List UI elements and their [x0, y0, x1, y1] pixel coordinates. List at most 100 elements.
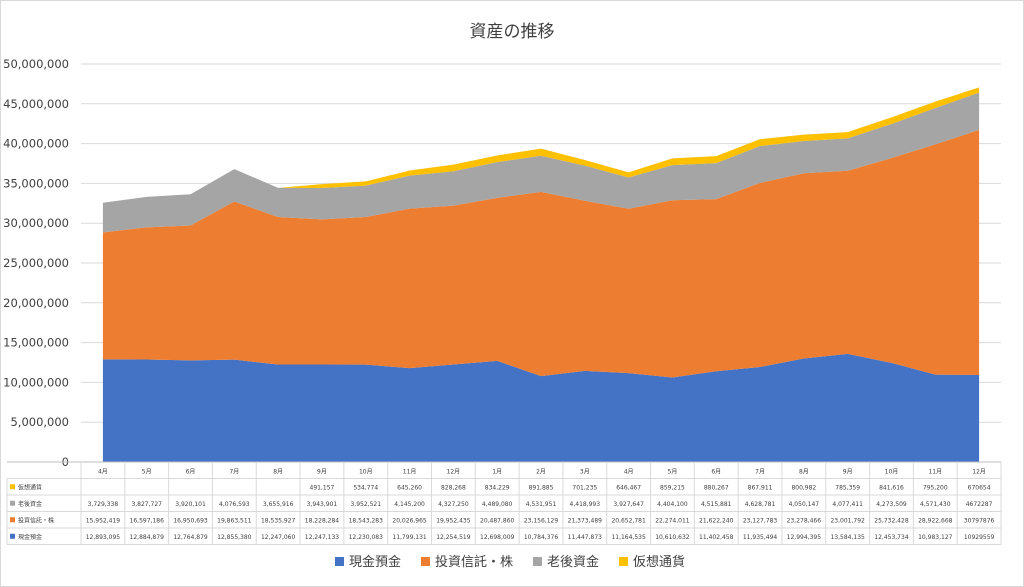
y-axis: 05,000,00010,000,00015,000,00020,000,000… — [3, 57, 69, 469]
data-label: 12,855,380 — [217, 534, 252, 541]
x-tick-label: 12月 — [972, 468, 986, 475]
legend-key — [421, 557, 430, 566]
data-label: 646,467 — [616, 484, 641, 491]
table-series-name: 投資信託・株 — [18, 516, 54, 524]
data-label: 3,827,727 — [131, 501, 162, 508]
legend-key — [335, 557, 344, 566]
area-series — [102, 87, 980, 462]
x-tick-label: 9月 — [317, 468, 327, 475]
data-label: 4672287 — [966, 501, 993, 508]
data-label: 645,260 — [397, 484, 422, 491]
chart-title: 資産の推移 — [470, 22, 555, 42]
data-label: 4,571,430 — [920, 501, 951, 508]
data-label: 4,489,080 — [482, 501, 513, 508]
data-label: 25,732,428 — [874, 517, 909, 524]
data-label: 4,076,593 — [219, 501, 250, 508]
data-label: 4,273,509 — [876, 501, 907, 508]
x-tick-label: 5月 — [668, 468, 678, 475]
data-label: 3,943,901 — [307, 501, 338, 508]
data-label: 4,418,993 — [570, 501, 601, 508]
data-label: 4,050,147 — [789, 501, 820, 508]
x-tick-label: 11月 — [403, 468, 417, 475]
x-tick-label: 5月 — [142, 468, 152, 475]
table-legend-key — [10, 517, 15, 523]
y-tick-label: 20,000,000 — [3, 296, 69, 310]
data-label: 21,373,489 — [568, 517, 603, 524]
x-tick-label: 2月 — [536, 468, 546, 475]
data-label: 785,359 — [835, 484, 860, 491]
x-tick-label: 7月 — [755, 468, 765, 475]
data-label: 11,164,535 — [611, 534, 646, 541]
x-tick-label: 4月 — [624, 468, 634, 475]
data-label: 19,863,511 — [217, 517, 252, 524]
legend-entry: 現金預金 — [349, 554, 401, 570]
x-tick-label: 10月 — [359, 468, 373, 475]
data-label: 3,729,338 — [88, 501, 119, 508]
data-label: 12,764,879 — [173, 534, 208, 541]
data-label: 12,698,009 — [480, 534, 515, 541]
x-tick-label: 1月 — [492, 468, 502, 475]
data-label: 867,911 — [748, 484, 773, 491]
data-label: 11,402,458 — [699, 534, 734, 541]
data-table: 4月 5月 6月 7月 8月 9月 10月 11月 12月 1月 2月 3月 4月 5月 6月 7月 8月 9月 1… — [6, 461, 1002, 545]
data-label: 701,235 — [572, 484, 597, 491]
data-label: 3,952,521 — [350, 501, 381, 508]
data-label: 15,952,419 — [86, 517, 121, 524]
data-label: 4,404,100 — [657, 501, 688, 508]
x-tick-label: 6月 — [186, 468, 196, 475]
data-label: 10,610,632 — [655, 534, 690, 541]
data-label: 10,983,127 — [918, 534, 953, 541]
x-tick-label: 6月 — [711, 468, 721, 475]
legend-entry: 投資信託・株 — [435, 554, 513, 570]
area-1 — [102, 129, 980, 378]
data-label: 12,893,095 — [86, 534, 121, 541]
data-label: 23,156,129 — [524, 517, 559, 524]
data-label: 4,077,411 — [832, 501, 863, 508]
data-label: 18,535,927 — [261, 517, 296, 524]
data-label: 491,157 — [310, 484, 335, 491]
y-tick-label: 50,000,000 — [3, 57, 69, 71]
data-label: 20,487,860 — [480, 517, 515, 524]
data-label: 4,628,781 — [745, 501, 776, 508]
data-label: 21,622,240 — [699, 517, 734, 524]
data-label: 16,950,693 — [173, 517, 208, 524]
table-legend-key — [10, 500, 15, 506]
data-label: 30797876 — [964, 517, 995, 524]
data-label: 880,267 — [704, 484, 729, 491]
data-label: 28,922,668 — [918, 517, 953, 524]
x-tick-label: 8月 — [273, 468, 283, 475]
x-tick-label: 4月 — [98, 468, 108, 475]
table-series-name: 老後資金 — [18, 500, 42, 508]
data-label: 12,884,879 — [130, 534, 165, 541]
data-label: 13,584,135 — [830, 534, 865, 541]
data-label: 23,278,466 — [787, 517, 822, 524]
data-label: 834,229 — [485, 484, 510, 491]
data-label: 11,447,873 — [568, 534, 603, 541]
data-label: 19,952,435 — [436, 517, 471, 524]
table-legend-key — [10, 533, 15, 539]
x-tick-label: 7月 — [229, 468, 239, 475]
data-label: 16,597,186 — [130, 517, 165, 524]
x-tick-label: 3月 — [580, 468, 590, 475]
y-tick-label: 35,000,000 — [3, 176, 69, 190]
data-label: 11,799,131 — [392, 534, 427, 541]
data-label: 12,254,519 — [436, 534, 471, 541]
data-label: 859,215 — [660, 484, 685, 491]
table-legend-key — [10, 484, 15, 490]
data-label: 23,001,792 — [830, 517, 865, 524]
data-label: 18,228,284 — [305, 517, 340, 524]
x-tick-label: 11月 — [928, 468, 942, 475]
data-label: 670654 — [968, 484, 991, 491]
legend-entry: 仮想通貨 — [633, 554, 685, 570]
data-label: 841,616 — [879, 484, 904, 491]
data-label: 22,274,011 — [655, 517, 690, 524]
y-tick-label: 5,000,000 — [10, 415, 69, 429]
legend: 現金預金 投資信託・株 老後資金 仮想通貨 — [335, 554, 685, 570]
data-label: 4,515,881 — [701, 501, 732, 508]
data-label: 20,026,965 — [392, 517, 427, 524]
data-label: 3,927,647 — [613, 501, 644, 508]
y-tick-label: 10,000,000 — [3, 375, 69, 389]
legend-entry: 老後資金 — [547, 554, 599, 570]
